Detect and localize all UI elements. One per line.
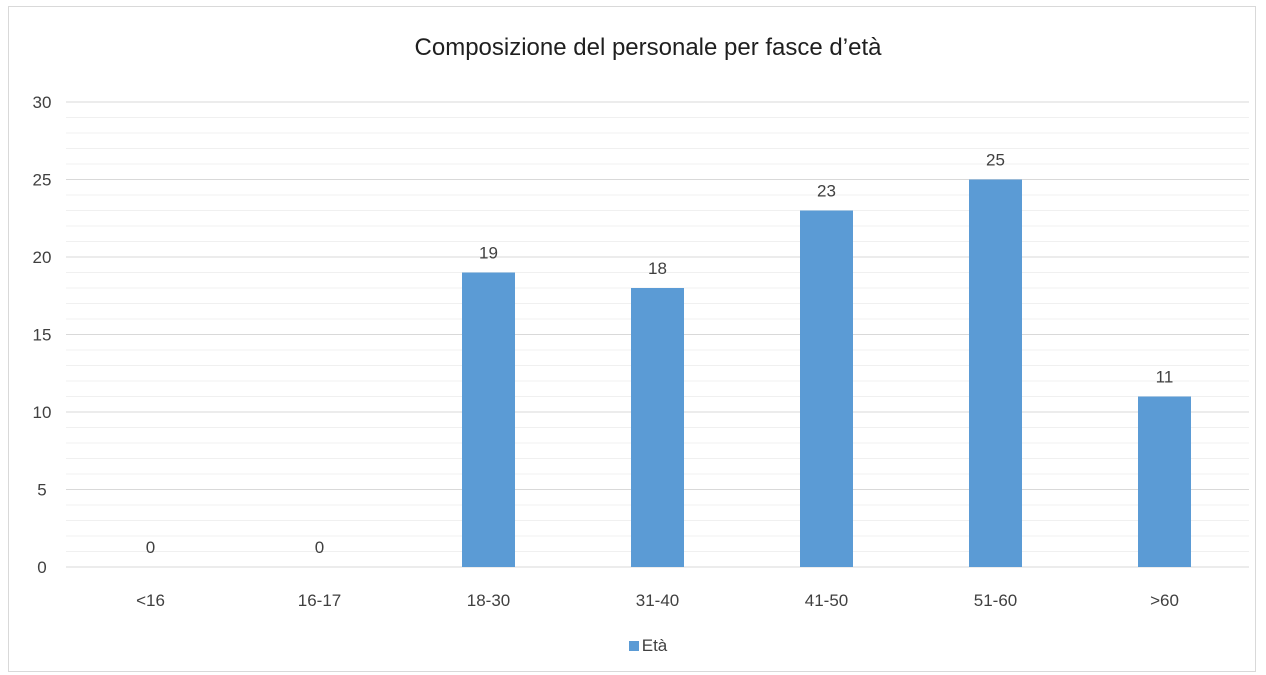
x-axis: <16 16-17 18-30 31-40 41-50 51-60 >60 <box>136 591 1179 610</box>
bars <box>462 179 1191 567</box>
x-tick-label: 51-60 <box>974 591 1017 610</box>
bar <box>800 210 853 567</box>
x-tick-label: >60 <box>1150 591 1179 610</box>
legend: Età <box>0 636 1266 656</box>
bar <box>1138 396 1191 567</box>
data-label: 23 <box>817 182 836 201</box>
data-label: 0 <box>146 538 155 557</box>
data-label: 18 <box>648 259 667 278</box>
bar <box>631 288 684 567</box>
y-tick-label: 25 <box>33 171 52 190</box>
x-tick-label: 31-40 <box>636 591 679 610</box>
y-tick-label: 10 <box>33 403 52 422</box>
y-tick-label: 0 <box>37 558 46 577</box>
data-label: 19 <box>479 244 498 263</box>
legend-swatch <box>628 641 639 651</box>
x-tick-label: <16 <box>136 591 165 610</box>
bar <box>462 272 515 567</box>
data-label: 25 <box>986 151 1005 170</box>
x-tick-label: 16-17 <box>298 591 341 610</box>
x-tick-label: 41-50 <box>805 591 848 610</box>
legend-label: Età <box>641 636 668 655</box>
y-tick-label: 20 <box>33 248 52 267</box>
x-tick-label: 18-30 <box>467 591 510 610</box>
y-tick-label: 5 <box>37 481 46 500</box>
data-label: 11 <box>1156 368 1174 387</box>
bar <box>969 179 1022 567</box>
data-labels: 0 0 19 18 23 25 11 <box>146 151 1174 558</box>
y-axis: 0 5 10 15 20 25 30 <box>33 93 52 577</box>
chart-title: Composizione del personale per fasce d’e… <box>414 34 882 61</box>
data-label: 0 <box>315 538 324 557</box>
y-tick-label: 30 <box>33 93 52 112</box>
y-tick-label: 15 <box>33 326 52 345</box>
